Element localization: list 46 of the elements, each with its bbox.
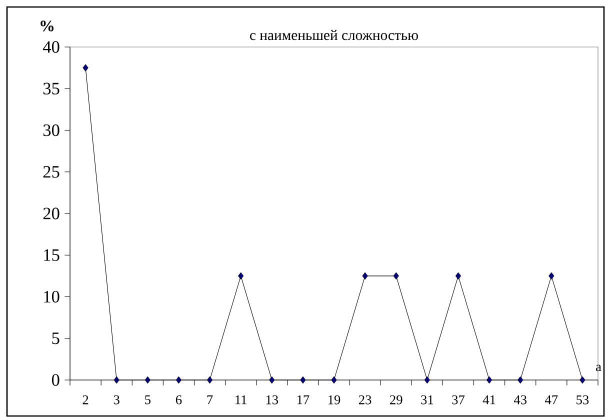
x-tick-label: 53 bbox=[576, 395, 589, 404]
point bbox=[518, 376, 524, 384]
x-tick-label: 11 bbox=[236, 395, 246, 404]
point bbox=[393, 272, 399, 280]
x-tick-label: 41 bbox=[482, 395, 496, 404]
x-tick-label: 17 bbox=[297, 395, 310, 404]
point bbox=[424, 376, 430, 384]
x-tick-label: 7 bbox=[207, 395, 213, 404]
point bbox=[331, 376, 337, 384]
point bbox=[580, 376, 586, 384]
x-tick-label: 19 bbox=[328, 395, 340, 404]
point bbox=[176, 376, 182, 384]
x-tick-label: 31 bbox=[421, 395, 434, 404]
y-tick-label: 20 bbox=[43, 208, 60, 220]
y-tick-label: 5 bbox=[52, 332, 60, 344]
point bbox=[114, 376, 120, 384]
x-tick-label: 2 bbox=[82, 395, 88, 404]
point bbox=[82, 64, 88, 72]
x-tick-label: 37 bbox=[452, 395, 465, 404]
point bbox=[269, 376, 275, 384]
chart-title: с наименьшей сложностью bbox=[250, 30, 418, 40]
point bbox=[486, 376, 492, 384]
point bbox=[548, 272, 554, 280]
x-tick-label: 5 bbox=[145, 395, 150, 404]
x-tick-label: 3 bbox=[114, 395, 120, 404]
point bbox=[362, 272, 368, 280]
y-tick-label: 0 bbox=[52, 374, 60, 386]
x-tick-label: 43 bbox=[514, 395, 526, 404]
y-tick-label: 10 bbox=[44, 290, 60, 303]
point bbox=[455, 272, 462, 280]
point bbox=[300, 376, 306, 384]
x-tick-label: 13 bbox=[266, 395, 278, 404]
y-tick-label: 25 bbox=[43, 166, 60, 178]
y-axis-title: % bbox=[40, 20, 54, 32]
x-tick-label: 6 bbox=[176, 395, 182, 404]
y-tick-label: 40 bbox=[42, 41, 60, 53]
x-tick-label: 29 bbox=[390, 395, 402, 404]
point bbox=[144, 376, 150, 384]
y-tick-label: 35 bbox=[43, 82, 60, 94]
point bbox=[238, 272, 244, 280]
y-tick-label: 15 bbox=[44, 249, 60, 261]
y-tick-label: 30 bbox=[43, 124, 60, 136]
x-axis-title: a bbox=[596, 364, 602, 372]
x-tick-label: 47 bbox=[544, 395, 558, 404]
x-tick-label: 23 bbox=[358, 395, 372, 404]
point bbox=[206, 376, 213, 384]
